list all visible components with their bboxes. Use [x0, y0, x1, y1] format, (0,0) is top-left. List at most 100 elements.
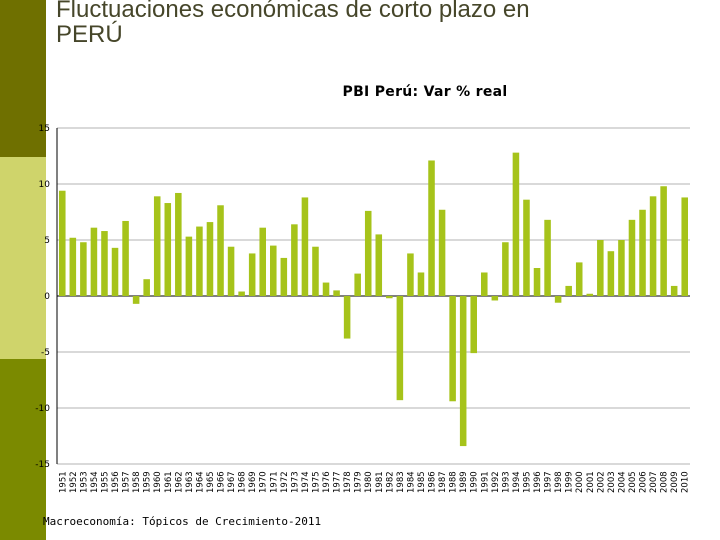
x-tick-label: 1966	[217, 471, 227, 493]
bar-2009	[670, 285, 678, 296]
bar-2003	[607, 251, 615, 296]
y-axis-ticks: 15 10 5 0 -5 -10 -15	[35, 124, 50, 470]
x-tick-label: 1991	[480, 471, 490, 493]
bar-1997	[544, 219, 551, 296]
bar-1964	[196, 226, 203, 296]
y-tick-label: -10	[35, 404, 50, 414]
x-tick-label: 2001	[586, 471, 596, 493]
bar-1967	[227, 246, 235, 296]
bar-1972	[280, 257, 288, 296]
x-tick-label: 1970	[259, 471, 269, 493]
bar-1989	[459, 296, 467, 447]
x-tick-label: 1997	[544, 471, 554, 493]
x-tick-label: 1958	[132, 471, 142, 493]
x-tick-label: 1981	[375, 471, 385, 493]
bar-2004	[618, 240, 625, 296]
x-tick-label: 1961	[164, 471, 174, 493]
bar-1984	[407, 253, 414, 296]
bar-1953	[80, 242, 87, 296]
sidebar-band-top	[0, 0, 46, 157]
bar-1983	[396, 296, 404, 401]
x-tick-label: 1990	[470, 471, 480, 493]
bar-1959	[143, 279, 150, 296]
footer-text: Macroeconomía: Tópicos de Crecimiento-20…	[43, 515, 322, 528]
y-tick-label: 0	[44, 292, 50, 302]
bar-1971	[270, 245, 277, 296]
x-tick-label: 1976	[322, 471, 332, 493]
x-tick-label: 1978	[343, 471, 353, 493]
x-tick-label: 2002	[596, 471, 606, 493]
bar-2001	[586, 293, 594, 296]
bar-1976	[322, 282, 330, 296]
x-tick-label: 2006	[639, 471, 649, 493]
bar-1981	[375, 234, 383, 296]
chart-title: PBI Perú: Var % real	[342, 84, 508, 100]
sidebar-band-middle	[0, 157, 46, 359]
x-tick-label: 1979	[354, 471, 364, 493]
x-tick-label: 1973	[290, 471, 300, 493]
x-tick-label: 1992	[491, 471, 501, 493]
bar-1960	[153, 196, 161, 296]
x-tick-label: 1998	[554, 471, 564, 493]
x-tick-label: 1983	[396, 471, 406, 493]
x-tick-label: 2010	[681, 471, 691, 493]
x-tick-label: 1964	[195, 471, 205, 493]
y-tick-label: 15	[39, 124, 50, 134]
bar-1956	[111, 247, 119, 296]
x-tick-label: 1972	[280, 471, 290, 493]
x-tick-label: 2000	[575, 471, 585, 493]
bar-1968	[238, 291, 245, 296]
x-tick-label: 1993	[501, 471, 511, 493]
y-tick-label: -15	[35, 460, 50, 470]
x-tick-label: 1971	[269, 471, 279, 493]
sidebar-band-bottom	[0, 359, 46, 540]
bar-2002	[597, 240, 604, 296]
x-tick-label: 1952	[69, 471, 79, 493]
bar-1970	[259, 227, 266, 296]
bar-1955	[101, 231, 108, 296]
bar-1977	[333, 290, 340, 296]
bar-1952	[69, 237, 77, 296]
bar-2008	[660, 186, 667, 296]
x-tick-label: 1999	[565, 471, 575, 493]
x-tick-label: 1988	[449, 471, 459, 493]
x-tick-label: 1965	[206, 471, 216, 493]
bar-1958	[132, 296, 140, 304]
bar-2007	[649, 196, 657, 296]
x-tick-label: 1960	[153, 471, 163, 493]
bar-1995	[523, 199, 530, 296]
bar-1966	[217, 205, 224, 296]
bar-1954	[90, 227, 98, 296]
bar-1965	[206, 222, 214, 296]
bar-1982	[386, 296, 393, 299]
bar-2006	[639, 209, 646, 296]
x-tick-label: 1980	[364, 471, 374, 493]
bar-2005	[628, 219, 636, 296]
bar-1962	[175, 192, 182, 296]
bar-1975	[312, 246, 319, 296]
y-tick-label: 10	[39, 180, 51, 190]
bar-1993	[502, 242, 509, 296]
bar-1990	[470, 296, 477, 354]
bar-1994	[512, 152, 520, 296]
bar-1999	[565, 285, 572, 296]
bar-1951	[59, 190, 66, 296]
y-tick-label: -5	[41, 348, 50, 358]
x-tick-label: 2004	[617, 471, 627, 493]
bar-1998	[554, 296, 562, 303]
x-tick-label: 1959	[143, 471, 153, 493]
bar-1957	[122, 220, 129, 296]
bar-1974	[301, 197, 309, 296]
x-tick-label: 1968	[238, 471, 248, 493]
x-tick-label: 1957	[122, 471, 132, 493]
x-tick-label: 1962	[174, 471, 184, 493]
x-tick-label: 2008	[660, 471, 670, 493]
bar-1987	[438, 209, 446, 296]
x-tick-label: 1985	[417, 471, 427, 493]
x-tick-label: 2003	[607, 471, 617, 493]
bar-2010	[681, 197, 688, 296]
x-axis-ticks: 1951 1952 1953 1954 1955 1956 1957 1958 1959 1960…	[58, 471, 690, 493]
bar-1979	[354, 273, 361, 296]
x-tick-label: 2007	[649, 471, 659, 493]
